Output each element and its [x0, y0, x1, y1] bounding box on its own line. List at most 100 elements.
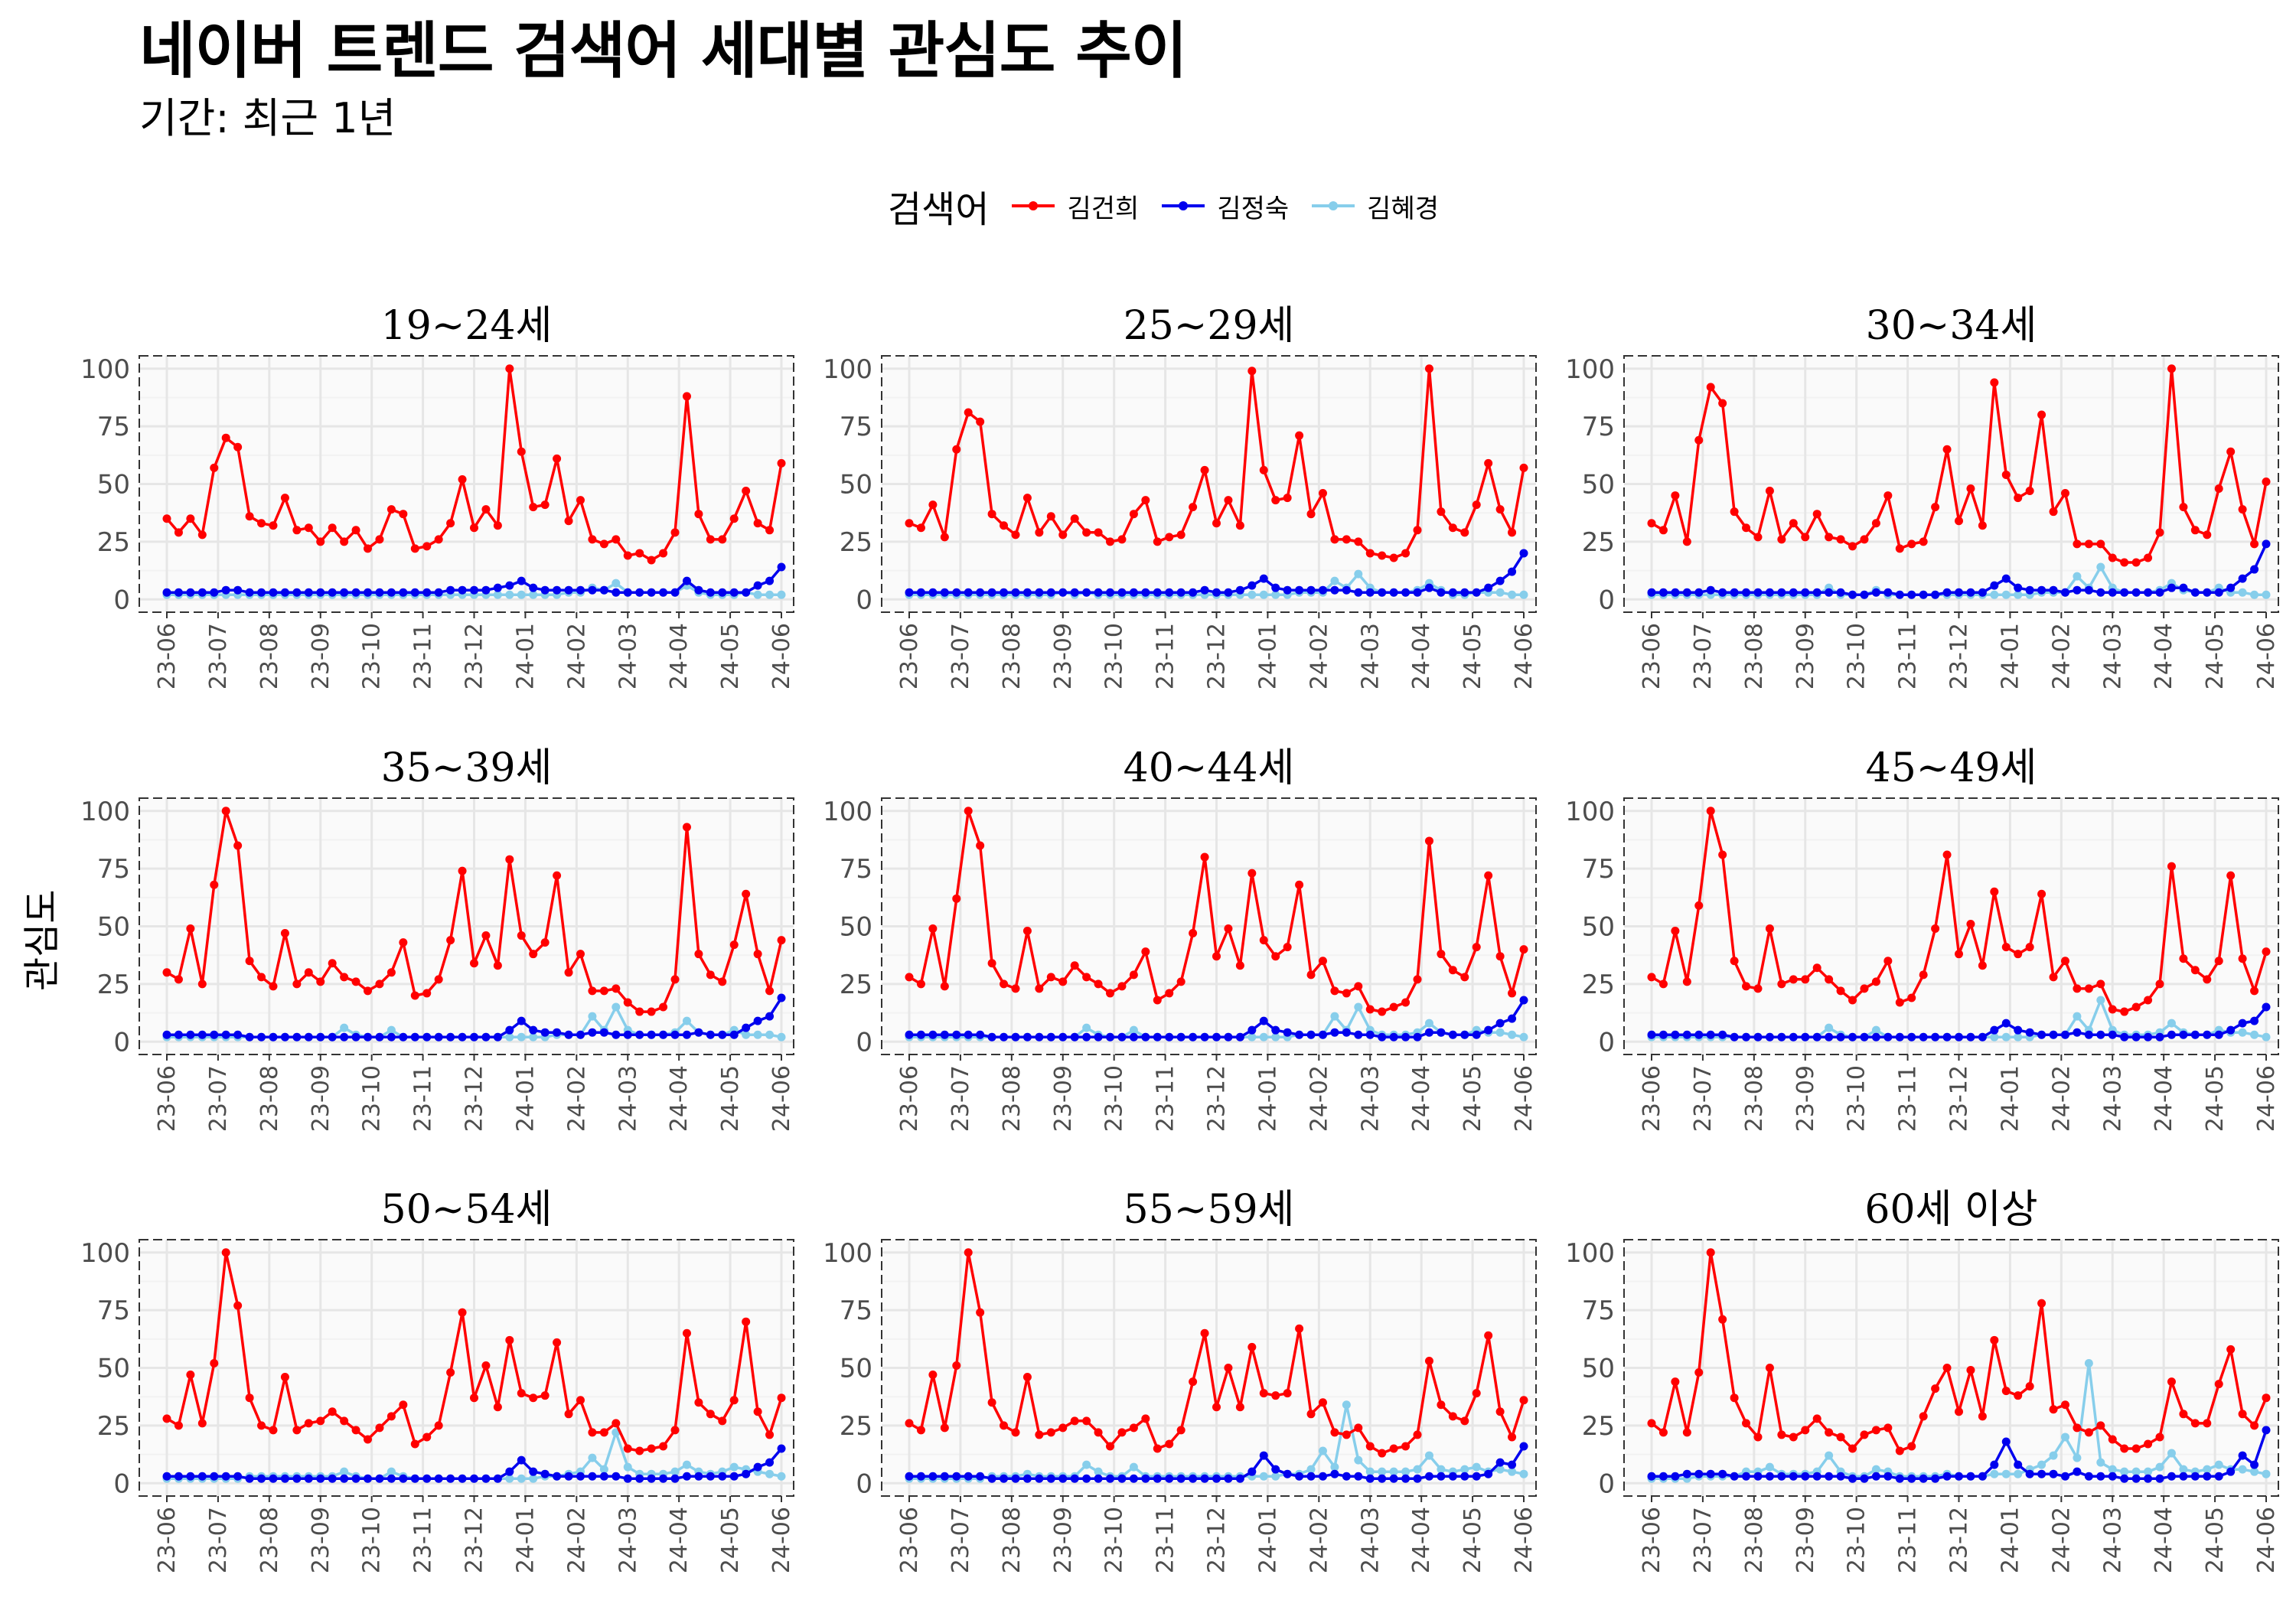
x-tick-label: 24-03 — [2099, 623, 2126, 689]
data-point — [1413, 588, 1422, 597]
data-point — [375, 1423, 384, 1433]
x-tick-label: 24-06 — [1511, 1507, 1538, 1573]
data-point — [1990, 590, 1999, 599]
data-point — [1789, 1472, 1798, 1481]
data-point — [1330, 535, 1339, 544]
data-point — [1011, 530, 1020, 539]
data-point — [162, 588, 171, 597]
y-tick-label: 50 — [1582, 1354, 1615, 1384]
data-point — [1671, 1472, 1680, 1481]
data-point — [1871, 1426, 1880, 1435]
data-point — [517, 590, 526, 599]
legend-title: 검색어 — [888, 188, 990, 231]
data-point — [1212, 519, 1221, 528]
data-point — [351, 588, 360, 597]
data-point — [1895, 998, 1904, 1007]
data-point — [2144, 1467, 2153, 1476]
x-tick-label: 24-05 — [2202, 623, 2229, 689]
data-point — [729, 940, 739, 950]
data-point — [1424, 364, 1433, 373]
data-point — [1365, 1005, 1375, 1014]
facet-panel: 0 25 50 75 100 23-06 23-07 23-08 23-09 23-10 23-11… — [823, 1187, 1538, 1573]
data-point — [2060, 1472, 2069, 1481]
data-point — [2155, 588, 2164, 597]
x-tick-label: 24-01 — [1254, 623, 1281, 689]
data-point — [2238, 1028, 2247, 1037]
x-tick-label: 23-08 — [256, 623, 283, 689]
data-point — [1235, 1032, 1244, 1041]
data-point — [434, 1421, 443, 1430]
data-point — [280, 929, 289, 938]
data-point — [1259, 1016, 1268, 1025]
data-point — [1141, 1474, 1150, 1483]
data-point — [1011, 1428, 1020, 1437]
data-point — [1235, 521, 1244, 530]
data-point — [753, 1462, 762, 1472]
data-point — [1955, 517, 1963, 526]
data-point — [2073, 1423, 2082, 1433]
data-point — [1389, 1032, 1398, 1041]
data-point — [2190, 588, 2200, 597]
data-point — [1035, 1430, 1044, 1439]
data-point — [1836, 1472, 1845, 1481]
data-point — [1189, 1474, 1198, 1483]
data-point — [2167, 364, 2176, 373]
data-point — [1365, 1030, 1375, 1039]
data-point — [1789, 588, 1798, 597]
data-point — [1306, 1465, 1316, 1474]
legend-item-kimhyekyung: 김혜경 — [1309, 187, 1439, 225]
data-point — [517, 1016, 526, 1025]
data-point — [2037, 585, 2047, 595]
data-point — [1129, 510, 1138, 519]
data-point — [186, 924, 195, 934]
data-point — [729, 514, 739, 523]
facet-panel: 0 25 50 75 100 23-06 23-07 23-08 23-09 23-10 23-11… — [80, 745, 795, 1132]
data-point — [2014, 1469, 2023, 1478]
data-point — [316, 977, 325, 986]
data-point — [1671, 1030, 1680, 1039]
data-point — [765, 1012, 775, 1021]
data-point — [2001, 1437, 2011, 1446]
x-tick-label: 24-06 — [1511, 623, 1538, 689]
data-point — [2144, 553, 2153, 562]
data-point — [470, 1474, 478, 1483]
data-point — [2190, 1419, 2200, 1428]
data-point — [316, 588, 325, 597]
data-point — [410, 991, 419, 1000]
data-point — [718, 977, 727, 986]
x-tick-label: 24-01 — [512, 1065, 539, 1132]
data-point — [1955, 588, 1963, 597]
x-tick-label: 23-09 — [308, 1065, 334, 1132]
data-point — [1460, 1472, 1469, 1481]
data-point — [2250, 1030, 2259, 1039]
data-point — [2203, 1472, 2212, 1481]
data-point — [1189, 1377, 1198, 1387]
data-point — [1224, 1474, 1233, 1483]
data-point — [2203, 975, 2212, 984]
data-point — [1318, 957, 1327, 966]
data-point — [1508, 1460, 1517, 1469]
data-point — [493, 1403, 502, 1412]
data-point — [576, 496, 585, 505]
data-point — [1460, 528, 1469, 537]
data-point — [186, 588, 195, 597]
x-tick-label: 24-03 — [1357, 623, 1384, 689]
data-point — [1094, 1474, 1103, 1483]
data-point — [2001, 1019, 2011, 1028]
data-point — [1801, 1032, 1810, 1041]
data-point — [1907, 1474, 1916, 1483]
data-point — [493, 590, 502, 599]
data-point — [245, 1032, 254, 1041]
data-point — [765, 576, 775, 585]
data-point — [2014, 583, 2023, 592]
data-point — [1330, 986, 1339, 996]
data-point — [529, 1474, 538, 1483]
data-point — [1259, 1472, 1268, 1481]
data-point — [481, 585, 491, 595]
data-point — [434, 588, 443, 597]
data-point — [2131, 1444, 2141, 1453]
data-point — [777, 1444, 786, 1453]
data-point — [422, 989, 432, 998]
data-point — [2001, 1469, 2011, 1478]
x-tick-label: 24-02 — [2048, 623, 2075, 689]
